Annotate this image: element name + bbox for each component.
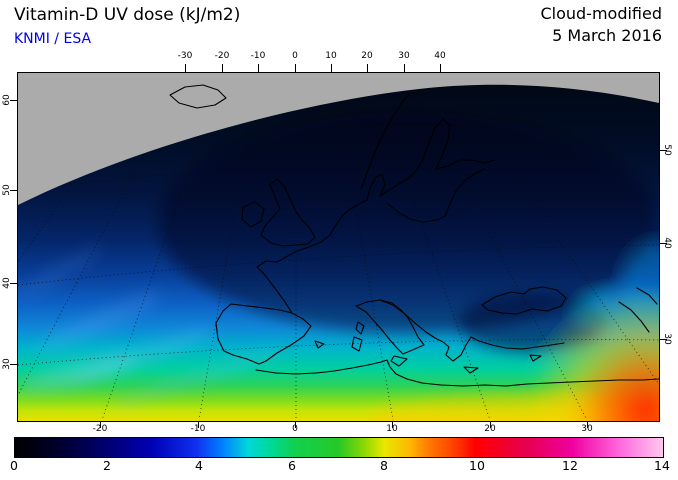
credit-text: KNMI / ESA: [14, 31, 92, 47]
coastline-baltic-scandinavia: [366, 118, 496, 223]
cloud-streak: [34, 292, 162, 354]
cloud-streak: [18, 247, 102, 299]
meridian-line: [441, 73, 659, 385]
coastline-caucasus: [618, 287, 658, 333]
colorbar-tick-label: 14: [654, 458, 670, 473]
axis-tick: [404, 64, 405, 72]
cloud-streak: [112, 349, 284, 407]
coastline-ireland: [241, 201, 265, 228]
axis-tick: [10, 283, 17, 284]
axis-tick: [10, 190, 17, 191]
meridian-line: [198, 73, 260, 421]
coastline-britain: [260, 178, 316, 247]
coastline-iceland: [169, 84, 227, 109]
colorbar-tick-label: 0: [10, 458, 18, 473]
map-frame: [17, 72, 660, 422]
uv-field-map: [18, 73, 659, 421]
colorbar-gradient: [14, 437, 664, 458]
axis-tick: [10, 364, 17, 365]
colorbar-tick-label: 10: [469, 458, 485, 473]
axis-tick: [440, 64, 441, 72]
lon-label-bottom: -20: [92, 424, 108, 434]
date-label: 5 March 2016: [552, 26, 662, 45]
colorbar-tick-label: 8: [380, 458, 388, 473]
coastline-islands: [314, 321, 542, 374]
axis-tick: [490, 422, 491, 428]
colorbar-tick-label: 12: [562, 458, 578, 473]
colorbar-tick-label: 6: [288, 458, 296, 473]
colorbar-tick-label: 4: [195, 458, 203, 473]
coastline-turkey: [470, 336, 565, 350]
coastline-france: [256, 199, 368, 314]
lon-label-bottom: 10: [386, 424, 398, 434]
parallel-line: [18, 339, 659, 366]
axis-tick: [660, 243, 667, 244]
axis-tick: [660, 339, 667, 340]
coastline-north-africa: [255, 359, 659, 387]
axis-tick: [10, 100, 17, 101]
lon-label-top: -30: [177, 51, 193, 61]
coastlines-layer: [169, 84, 659, 387]
axis-tick: [258, 64, 259, 72]
mode-label: Cloud-modified: [540, 4, 662, 23]
dark-continent-patch: [158, 113, 658, 333]
axis-tick: [331, 64, 332, 72]
no-data-region: [18, 73, 659, 205]
lon-label-bottom: 20: [484, 424, 496, 434]
lon-label-top: 10: [325, 51, 337, 61]
parallel-line: [18, 149, 659, 191]
axis-tick: [295, 64, 296, 72]
coastline-norway: [360, 93, 410, 190]
axis-tick: [222, 64, 223, 72]
cloud-streak: [19, 353, 137, 393]
axis-tick: [367, 64, 368, 72]
lon-label-top: 20: [361, 51, 373, 61]
coastline-balkans-greece: [379, 299, 472, 362]
page-title: Vitamin-D UV dose (kJ/m2): [14, 5, 241, 25]
coastline-black-sea: [481, 286, 567, 315]
hot-corner-southeast: [526, 291, 659, 421]
lon-label-top: -10: [250, 51, 266, 61]
coastline-italy: [355, 299, 425, 355]
axis-tick: [198, 422, 199, 428]
cloud-and-intensity-layer: [18, 113, 659, 421]
lon-label-top: -20: [214, 51, 230, 61]
colorbar-tick-label: 2: [103, 458, 111, 473]
coastline-iberia: [215, 303, 312, 365]
axis-tick: [660, 150, 667, 151]
axis-tick: [392, 422, 393, 428]
lon-label-top: 0: [292, 51, 298, 61]
axis-tick: [185, 64, 186, 72]
lon-label-top: 30: [398, 51, 410, 61]
meridian-line: [331, 73, 394, 421]
lon-label-bottom: 0: [292, 424, 298, 434]
lon-label-top: 40: [434, 51, 446, 61]
axis-tick: [587, 422, 588, 428]
lon-label-bottom: -10: [190, 424, 206, 434]
axis-tick: [295, 422, 296, 428]
lon-label-bottom: 30: [581, 424, 593, 434]
axis-tick: [100, 422, 101, 428]
graticule-layer: [18, 73, 659, 421]
